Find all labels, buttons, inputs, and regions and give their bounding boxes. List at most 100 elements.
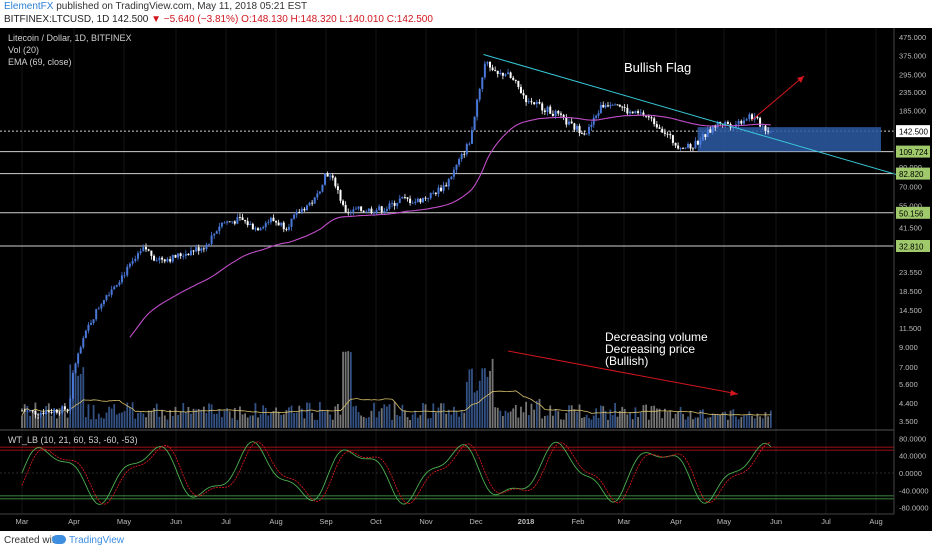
volume-bar: [737, 419, 740, 428]
author-link[interactable]: ElementFX: [4, 1, 54, 12]
volume-bar: [751, 415, 753, 428]
volume-bar: [134, 418, 137, 428]
price-label: 142.500: [899, 128, 928, 137]
volume-bar: [663, 408, 666, 428]
candle-body: [437, 187, 440, 194]
volume-bar: [118, 413, 121, 428]
candle-body: [478, 88, 481, 100]
volume-arrow-head: [730, 390, 738, 396]
flag-zone: [697, 127, 881, 152]
candle-body: [50, 412, 53, 413]
level-label: 82.820: [899, 170, 924, 179]
candle-body: [691, 148, 694, 150]
candle-body: [118, 282, 121, 285]
chart-area[interactable]: 475.000 375.000 295.000 235.000 185.000 142.5…: [0, 28, 932, 531]
candle-body: [398, 198, 401, 203]
candle-body: [470, 130, 473, 144]
volume-bar: [549, 405, 552, 428]
volume-bar: [478, 380, 481, 428]
volume-bar: [380, 408, 383, 428]
candle-body: [414, 201, 417, 203]
volume-bar: [223, 410, 226, 428]
candle-body: [689, 144, 692, 149]
y-tick-label: 3.500: [899, 417, 918, 426]
volume-bar: [568, 405, 570, 428]
candle-body: [45, 411, 48, 415]
volume-bar: [411, 414, 414, 428]
candle-body: [134, 258, 137, 262]
candle-body: [282, 222, 285, 230]
volume-bar: [155, 403, 158, 428]
volume-bar: [504, 410, 507, 428]
candle-body: [663, 132, 666, 134]
volume-bar: [637, 417, 639, 428]
candle-body: [47, 411, 50, 413]
candle-body: [759, 117, 762, 127]
tradingview-link[interactable]: TradingView: [69, 535, 125, 546]
volume-bar: [192, 408, 195, 428]
candle-body: [716, 121, 719, 128]
volume-bar: [367, 417, 370, 428]
volume-bar: [388, 404, 391, 428]
volume-bar: [530, 403, 533, 428]
candle-body: [202, 248, 205, 250]
volume-bar: [92, 405, 95, 428]
candle-body: [210, 235, 213, 244]
candle-body: [580, 133, 583, 134]
volume-bar: [23, 404, 26, 428]
candle-body: [311, 202, 314, 204]
volume-bar: [699, 410, 702, 428]
candle-body: [535, 102, 538, 105]
candle-body: [769, 131, 772, 133]
volume-bar: [714, 414, 717, 428]
volume-bar: [525, 401, 528, 428]
volume-bar: [724, 411, 727, 428]
candle-body: [527, 101, 530, 103]
volume-bar: [115, 414, 118, 428]
volume-bar: [535, 400, 538, 428]
x-tick-label: Jun: [770, 517, 782, 526]
volume-bar: [131, 402, 134, 428]
volume-bar: [126, 402, 129, 428]
annotation-bullish-flag: Bullish Flag: [624, 60, 691, 75]
candle-body: [205, 244, 208, 250]
volume-bar: [342, 351, 344, 428]
volume-bar: [481, 368, 484, 428]
volume-bar: [735, 416, 737, 428]
volume-bar: [100, 417, 103, 428]
volume-bar: [687, 416, 689, 428]
volume-bar: [123, 411, 126, 428]
chart-svg[interactable]: 475.000 375.000 295.000 235.000 185.000 142.5…: [0, 28, 932, 531]
candle-body: [313, 197, 316, 204]
volume-bar: [599, 405, 602, 428]
candle-body: [321, 184, 324, 192]
candle-body: [128, 263, 131, 267]
candle-body: [465, 144, 468, 155]
volume-bar: [616, 416, 619, 428]
candle-body: [424, 197, 427, 199]
candle-body: [150, 250, 153, 256]
candle-body: [100, 304, 103, 309]
volume-bar: [455, 410, 458, 428]
level-label: 109.724: [899, 148, 928, 157]
volume-bar: [306, 402, 308, 428]
volume-bar: [254, 403, 257, 428]
candle-body: [588, 127, 591, 134]
candle-body: [326, 173, 329, 177]
volume-bar: [604, 410, 607, 428]
candle-body: [629, 111, 632, 114]
candle-body: [192, 250, 195, 252]
volume-bar: [383, 404, 386, 428]
candle-body: [233, 221, 236, 224]
volume-bar: [618, 410, 621, 428]
candle-body: [557, 110, 560, 114]
volume-bar: [218, 408, 221, 428]
candle-body: [136, 253, 139, 259]
candle-body: [249, 223, 252, 226]
volume-bar: [331, 419, 334, 428]
candle-body: [365, 211, 368, 213]
candle-body: [163, 259, 166, 262]
candle-body: [637, 111, 640, 114]
candle-body: [645, 115, 648, 117]
candle-body: [655, 124, 658, 128]
